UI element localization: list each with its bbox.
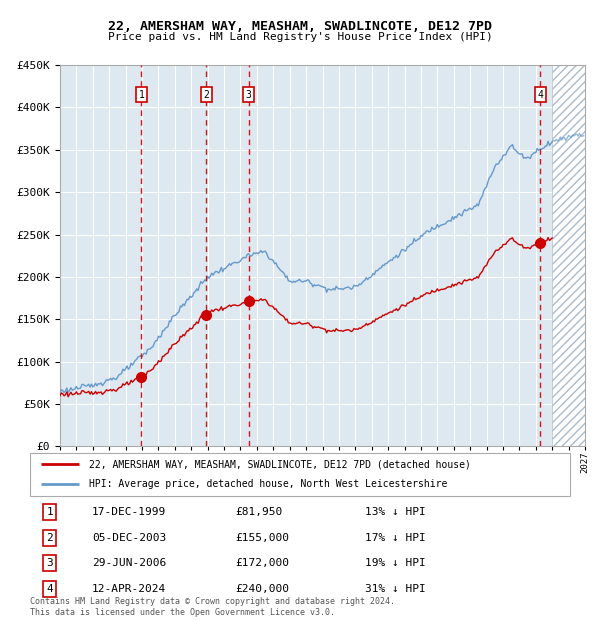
Text: 17% ↓ HPI: 17% ↓ HPI: [365, 533, 425, 542]
Text: £240,000: £240,000: [235, 583, 289, 593]
Text: 12-APR-2024: 12-APR-2024: [92, 583, 166, 593]
Text: Price paid vs. HM Land Registry's House Price Index (HPI): Price paid vs. HM Land Registry's House …: [107, 32, 493, 42]
Text: 22, AMERSHAM WAY, MEASHAM, SWADLINCOTE, DE12 7PD (detached house): 22, AMERSHAM WAY, MEASHAM, SWADLINCOTE, …: [89, 459, 471, 469]
Text: £155,000: £155,000: [235, 533, 289, 542]
Text: 19% ↓ HPI: 19% ↓ HPI: [365, 558, 425, 568]
Text: 05-DEC-2003: 05-DEC-2003: [92, 533, 166, 542]
Text: 3: 3: [245, 90, 251, 100]
Text: 17-DEC-1999: 17-DEC-1999: [92, 507, 166, 517]
Text: 29-JUN-2006: 29-JUN-2006: [92, 558, 166, 568]
Text: 3: 3: [47, 558, 53, 568]
Text: 1: 1: [47, 507, 53, 517]
Text: 13% ↓ HPI: 13% ↓ HPI: [365, 507, 425, 517]
Text: £81,950: £81,950: [235, 507, 283, 517]
Text: 2: 2: [203, 90, 209, 100]
Text: HPI: Average price, detached house, North West Leicestershire: HPI: Average price, detached house, Nort…: [89, 479, 448, 489]
Text: 4: 4: [47, 583, 53, 593]
Text: 4: 4: [538, 90, 544, 100]
Text: 1: 1: [139, 90, 145, 100]
Text: 31% ↓ HPI: 31% ↓ HPI: [365, 583, 425, 593]
Text: Contains HM Land Registry data © Crown copyright and database right 2024.
This d: Contains HM Land Registry data © Crown c…: [30, 598, 395, 617]
Text: 2: 2: [47, 533, 53, 542]
Text: £172,000: £172,000: [235, 558, 289, 568]
Text: 22, AMERSHAM WAY, MEASHAM, SWADLINCOTE, DE12 7PD: 22, AMERSHAM WAY, MEASHAM, SWADLINCOTE, …: [108, 20, 492, 33]
Bar: [552, 65, 585, 446]
FancyBboxPatch shape: [30, 453, 570, 496]
